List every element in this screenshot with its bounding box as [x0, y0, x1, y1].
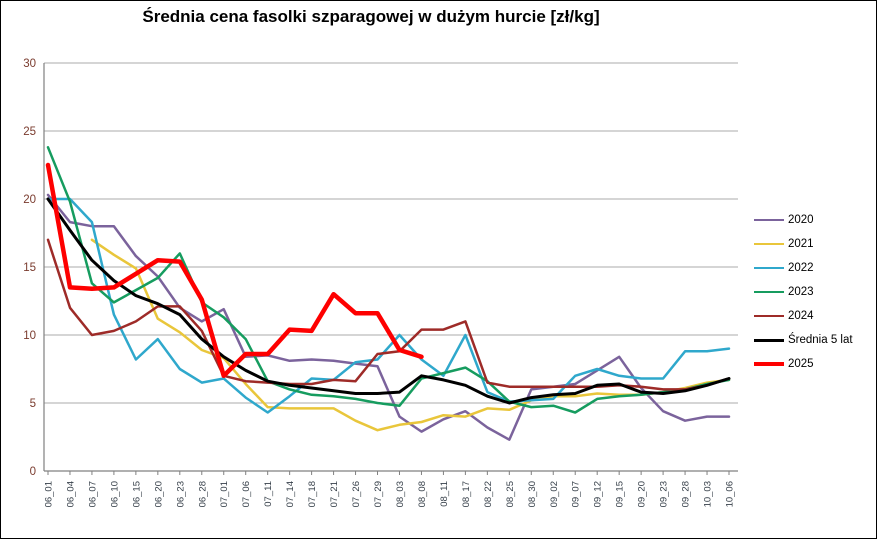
x-tick-label-08_11: 08_11: [439, 481, 450, 507]
legend-swatch-średnia-5-lat: [754, 338, 784, 342]
x-tick-label-06_28: 06_28: [197, 481, 208, 507]
x-tick-label-07_14: 07_14: [285, 481, 296, 507]
x-tick-label-10_03: 10_03: [703, 481, 714, 507]
x-tick-label-07_18: 07_18: [307, 481, 318, 507]
y-tick-label-20: 20: [23, 194, 36, 206]
x-tick-label-09_28: 09_28: [681, 481, 692, 507]
legend-swatch-2025: [754, 362, 784, 366]
legend-item-2024: 2024: [754, 304, 853, 328]
legend-swatch-2022: [754, 266, 784, 270]
y-tick-label-10: 10: [23, 330, 36, 342]
x-tick-label-08_30: 08_30: [527, 481, 538, 507]
x-tick-label-09_20: 09_20: [637, 481, 648, 507]
x-tick-label-06_23: 06_23: [175, 481, 186, 507]
series-line-2023: [46, 146, 731, 414]
x-tick-label-08_25: 08_25: [505, 481, 516, 507]
y-tick-label-30: 30: [23, 58, 36, 70]
legend-item-2021: 2021: [754, 232, 853, 256]
legend-label: 2020: [788, 214, 814, 226]
x-tick-label-07_29: 07_29: [373, 481, 384, 507]
legend-item-2020: 2020: [754, 208, 853, 232]
x-tick-label-06_07: 06_07: [87, 481, 98, 507]
x-tick-label-06_04: 06_04: [65, 481, 76, 507]
legend-label: 2021: [788, 238, 814, 250]
y-tick-label-0: 0: [30, 466, 36, 478]
x-tick-label-09_12: 09_12: [593, 481, 604, 507]
series-line-2025: [45, 162, 424, 379]
x-tick-label-08_03: 08_03: [395, 481, 406, 507]
x-tick-label-06_01: 06_01: [44, 481, 55, 507]
y-tick-label-5: 5: [30, 398, 36, 410]
legend-item-2025: 2025: [754, 352, 853, 376]
legend-label: 2025: [788, 358, 814, 370]
x-tick-label-07_01: 07_01: [219, 481, 230, 507]
y-tick-label-25: 25: [23, 126, 36, 138]
legend-item-średnia-5-lat: Średnia 5 lat: [754, 328, 853, 352]
x-tick-label-08_22: 08_22: [483, 481, 494, 507]
legend-swatch-2021: [754, 242, 784, 246]
x-tick-label-09_02: 09_02: [549, 481, 560, 507]
legend-label: 2022: [788, 262, 814, 274]
y-tick-label-15: 15: [23, 262, 36, 274]
x-tick-label-06_20: 06_20: [153, 481, 164, 507]
legend-swatch-2024: [754, 314, 784, 318]
x-tick-label-07_26: 07_26: [351, 481, 362, 507]
x-tick-label-09_15: 09_15: [615, 481, 626, 507]
x-tick-label-06_10: 06_10: [109, 481, 120, 507]
legend-swatch-2023: [754, 290, 784, 294]
legend-label: 2024: [788, 310, 814, 322]
legend-swatch-2020: [754, 218, 784, 222]
x-tick-label-08_08: 08_08: [417, 481, 428, 507]
legend: 2020 2021 2022 2023 2024 Średnia 5 lat 2025: [754, 208, 853, 376]
x-tick-label-07_21: 07_21: [329, 481, 340, 507]
legend-item-2022: 2022: [754, 256, 853, 280]
x-tick-label-07_06: 07_06: [241, 481, 252, 507]
chart-title: Średnia cena fasolki szparagowej w dużym…: [142, 7, 600, 26]
legend-item-2023: 2023: [754, 280, 853, 304]
x-tick-label-07_11: 07_11: [263, 481, 274, 507]
x-tick-label-09_23: 09_23: [659, 481, 670, 507]
x-tick-label-10_06: 10_06: [725, 481, 736, 507]
x-tick-label-08_17: 08_17: [461, 481, 472, 507]
x-tick-label-06_15: 06_15: [131, 481, 142, 507]
series-line-2022: [46, 197, 731, 414]
series-line-średnia-5-lat: [46, 197, 731, 405]
legend-label: Średnia 5 lat: [788, 334, 853, 346]
x-tick-label-09_07: 09_07: [571, 481, 582, 507]
legend-label: 2023: [788, 286, 814, 298]
